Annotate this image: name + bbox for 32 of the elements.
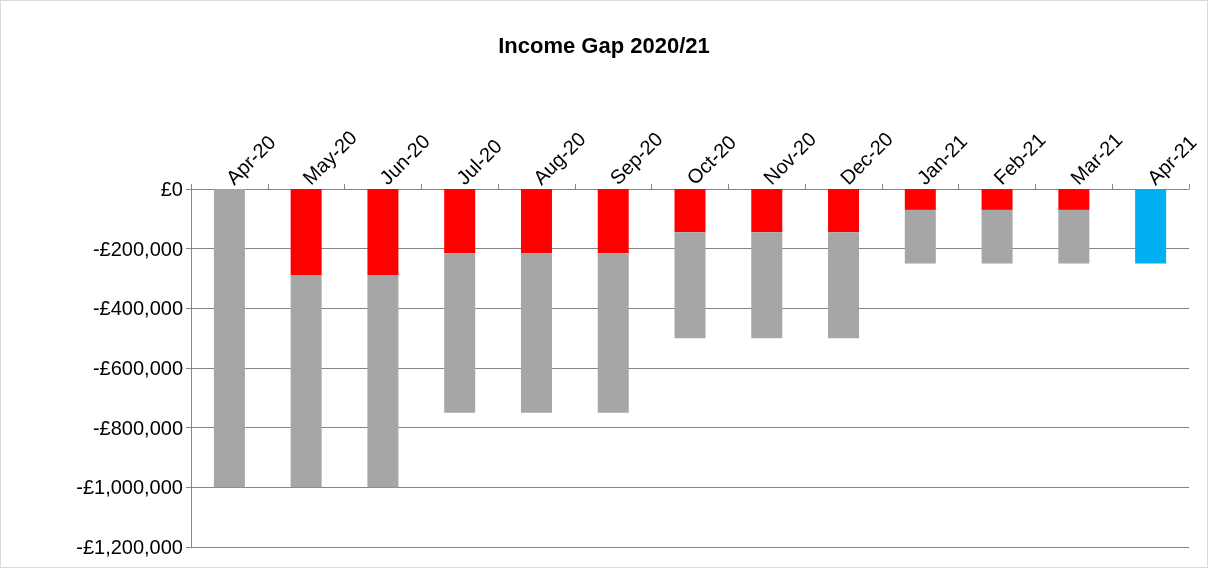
bar <box>520 253 552 413</box>
bar <box>828 232 860 339</box>
bar <box>444 253 476 413</box>
y-tick-label: £0 <box>160 178 183 200</box>
bar <box>981 189 1013 210</box>
bar <box>367 275 399 488</box>
bar <box>828 189 860 233</box>
bar <box>290 275 322 488</box>
y-tick-label: -£200,000 <box>92 237 183 260</box>
bar <box>597 189 629 254</box>
bar <box>1058 209 1090 264</box>
bar <box>367 189 399 276</box>
y-tick-label: -£600,000 <box>92 357 183 379</box>
bar <box>1135 189 1167 264</box>
bar <box>904 189 936 210</box>
bar <box>213 189 245 488</box>
bar <box>674 232 706 339</box>
bar <box>751 232 783 339</box>
bar <box>981 209 1013 264</box>
bar <box>674 189 706 233</box>
y-tick-label: -£800,000 <box>92 416 183 439</box>
bar <box>290 189 322 276</box>
y-tick-label: -£1,200,000 <box>76 536 183 558</box>
bar <box>597 253 629 413</box>
bar <box>904 209 936 264</box>
chart-title: Income Gap 2020/21 <box>498 32 710 58</box>
bar <box>751 189 783 233</box>
bar <box>520 189 552 254</box>
y-tick-label: -£1,000,000 <box>76 476 183 499</box>
bar <box>444 189 476 254</box>
y-tick-label: -£400,000 <box>92 297 183 320</box>
bar <box>1058 189 1090 210</box>
